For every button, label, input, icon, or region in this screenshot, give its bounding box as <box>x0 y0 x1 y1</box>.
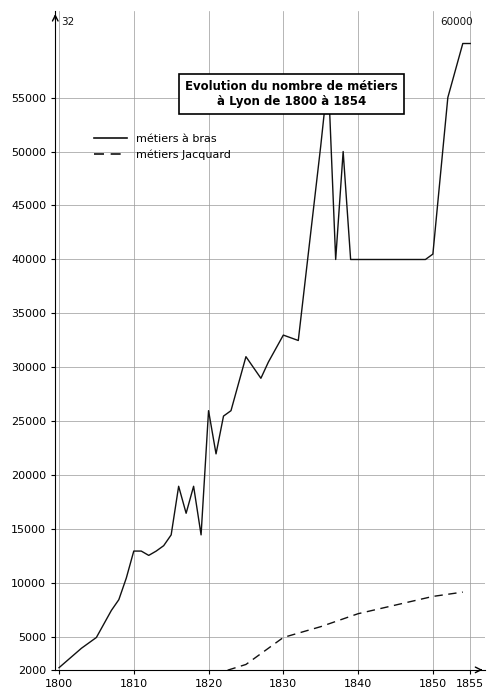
Text: 60000: 60000 <box>440 18 473 27</box>
Text: Evolution du nombre de métiers
à Lyon de 1800 à 1854: Evolution du nombre de métiers à Lyon de… <box>185 80 398 108</box>
Text: 1200 en 1819: 1200 en 1819 <box>0 699 1 700</box>
Text: 32: 32 <box>61 18 75 27</box>
Legend: métiers à bras, métiers Jacquard: métiers à bras, métiers Jacquard <box>89 130 236 164</box>
